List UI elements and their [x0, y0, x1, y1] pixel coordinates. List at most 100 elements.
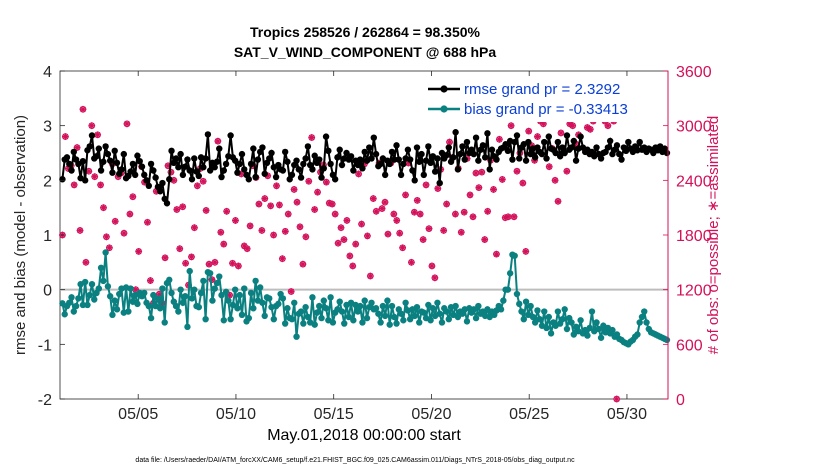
rmse-point — [316, 156, 323, 163]
rmse-point — [554, 138, 562, 146]
rmse-point — [356, 156, 364, 163]
obs-assimilated-marker — [466, 191, 474, 199]
obs-assimilated-marker — [100, 204, 107, 212]
bias-point — [206, 270, 214, 277]
rmse-point — [168, 147, 175, 155]
rmse-point — [109, 169, 116, 176]
rmse-point — [159, 179, 166, 187]
obs-assimilated-marker — [302, 233, 310, 241]
bias-point — [513, 290, 521, 298]
obs-assimilated-marker — [120, 229, 128, 237]
rmse-point — [300, 160, 307, 168]
obs-assimilated-marker — [223, 207, 231, 215]
bias-point — [368, 299, 375, 306]
rmse-point — [181, 163, 189, 170]
rmse-point — [411, 177, 418, 184]
bias-point — [288, 315, 296, 323]
rmse-point — [504, 147, 512, 155]
obs-assimilated-marker — [495, 135, 503, 143]
rmse-point — [120, 150, 128, 158]
bias-point — [111, 297, 118, 304]
rmse-point — [172, 155, 180, 162]
obs-assimilated-marker — [358, 220, 365, 228]
y-axis-left-label: rmse and bias (model - observation) — [12, 115, 29, 355]
rmse-point — [336, 146, 343, 153]
obs-assimilated-marker — [94, 131, 102, 139]
legend-bias-marker — [440, 105, 448, 113]
legend-bias-label: bias grand pr = -0.33413 — [464, 101, 628, 118]
bias-point — [95, 285, 103, 292]
x-tick-label: 05/10 — [216, 406, 256, 423]
bias-point — [531, 319, 539, 326]
obs-assimilated-marker — [507, 122, 515, 130]
rmse-point — [222, 160, 230, 168]
obs-assimilated-marker — [155, 290, 163, 298]
obs-assimilated-marker — [337, 224, 345, 232]
obs-assimilated-marker — [557, 129, 565, 137]
rmse-point — [93, 153, 100, 160]
obs-assimilated-marker — [123, 120, 131, 128]
rmse-point — [361, 148, 368, 156]
obs-assimilated-marker — [111, 217, 119, 225]
obs-assimilated-marker — [147, 277, 154, 284]
bias-point — [522, 298, 530, 305]
obs-assimilated-marker — [522, 248, 530, 255]
bias-point — [470, 306, 477, 313]
obs-assimilated-marker — [76, 227, 84, 234]
rmse-point — [245, 176, 253, 183]
rmse-point — [202, 155, 209, 162]
obs-assimilated-marker — [64, 165, 72, 172]
y-right-tick-label: 0 — [676, 392, 685, 409]
bias-point — [156, 305, 164, 312]
bias-point — [247, 289, 255, 297]
bias-point — [643, 319, 650, 326]
obs-assimilated-marker — [322, 178, 330, 186]
rmse-point — [397, 171, 405, 179]
rmse-point — [266, 155, 273, 162]
rmse-point — [570, 137, 577, 145]
bias-point — [159, 285, 166, 292]
rmse-point — [513, 132, 521, 139]
rmse-point — [443, 151, 450, 159]
obs-assimilated-marker — [569, 122, 577, 130]
rmse-point — [597, 155, 605, 162]
rmse-point — [143, 177, 150, 184]
y-left-tick-label: 4 — [43, 64, 52, 81]
bias-point — [381, 312, 389, 320]
obs-assimilated-marker — [475, 184, 483, 192]
rmse-point — [218, 173, 225, 181]
obs-assimilated-marker — [229, 259, 236, 267]
obs-assimilated-marker — [284, 210, 292, 218]
obs-assimilated-marker — [440, 227, 448, 234]
bias-point — [197, 289, 205, 297]
obs-markers — [59, 89, 621, 403]
bias-point — [177, 286, 184, 293]
bias-point — [638, 313, 646, 321]
rmse-point — [543, 155, 550, 162]
x-tick-label: 05/20 — [411, 406, 451, 423]
rmse-point — [59, 176, 66, 183]
obs-assimilated-marker — [355, 170, 363, 178]
y-left-tick-label: 0 — [43, 283, 52, 300]
bias-point — [75, 295, 82, 302]
obs-assimilated-marker — [384, 230, 392, 238]
bias-point — [313, 309, 321, 316]
rmse-point — [406, 156, 414, 163]
rmse-point — [188, 176, 196, 183]
rmse-point — [247, 160, 255, 168]
obs-assimilated-marker — [173, 206, 181, 213]
bias-point — [106, 293, 114, 300]
bias-point — [188, 295, 196, 302]
bias-point — [275, 300, 282, 308]
rmse-point — [404, 146, 412, 153]
bias-point — [293, 333, 300, 340]
rmse-point — [427, 159, 434, 167]
rmse-point — [250, 145, 257, 152]
x-tick-label: 05/30 — [607, 406, 647, 423]
y-left-tick-label: 1 — [43, 228, 52, 245]
bias-point — [329, 319, 337, 326]
rmse-point — [204, 131, 212, 138]
y-right-tick-label: 3000 — [676, 119, 712, 136]
obs-assimilated-marker — [460, 208, 468, 216]
